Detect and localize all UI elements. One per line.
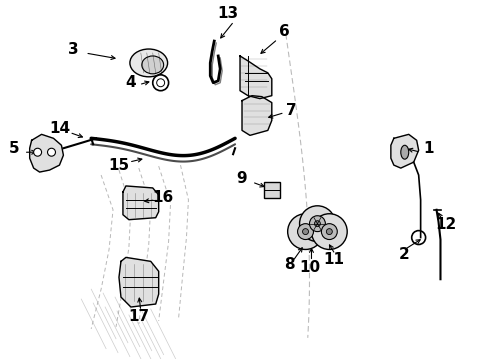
Circle shape <box>302 229 309 235</box>
Circle shape <box>299 206 335 242</box>
Polygon shape <box>123 186 159 220</box>
Text: 3: 3 <box>68 41 79 57</box>
Polygon shape <box>242 96 272 135</box>
Bar <box>264 182 280 198</box>
Polygon shape <box>119 257 159 307</box>
Text: 2: 2 <box>398 247 409 262</box>
Circle shape <box>288 214 323 249</box>
Text: 8: 8 <box>284 257 295 272</box>
Text: 4: 4 <box>125 75 136 90</box>
Text: 12: 12 <box>436 217 457 232</box>
Circle shape <box>315 221 320 227</box>
Polygon shape <box>30 134 63 172</box>
Polygon shape <box>240 56 272 99</box>
Circle shape <box>326 229 332 235</box>
Circle shape <box>310 216 325 231</box>
Circle shape <box>297 224 314 239</box>
Text: 14: 14 <box>49 121 70 136</box>
Ellipse shape <box>130 49 168 77</box>
Circle shape <box>312 214 347 249</box>
Polygon shape <box>391 134 418 168</box>
Circle shape <box>34 148 42 156</box>
Text: 9: 9 <box>237 171 247 185</box>
Ellipse shape <box>401 145 409 159</box>
Ellipse shape <box>142 56 164 74</box>
Text: 13: 13 <box>218 6 239 21</box>
Text: 10: 10 <box>299 260 320 275</box>
Text: 17: 17 <box>128 310 149 324</box>
Text: 15: 15 <box>108 158 129 172</box>
Text: 6: 6 <box>279 24 290 39</box>
Circle shape <box>321 224 337 239</box>
Circle shape <box>48 148 55 156</box>
Text: 1: 1 <box>423 141 434 156</box>
Text: 16: 16 <box>152 190 173 205</box>
Text: 7: 7 <box>286 103 297 118</box>
Text: 5: 5 <box>8 141 19 156</box>
Text: 11: 11 <box>324 252 345 267</box>
